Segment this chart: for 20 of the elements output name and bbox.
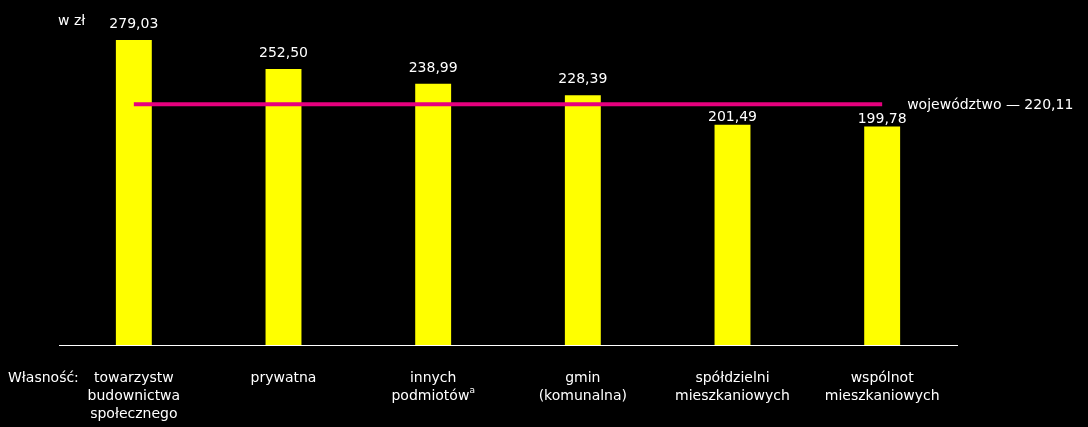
bar [415, 83, 452, 345]
x-tick-label: gmin (komunalna) [538, 369, 628, 403]
bar [714, 124, 751, 345]
ref-line-label: województwo — 220,11 [907, 96, 1074, 113]
data-label: 238,99 [408, 58, 458, 75]
y-axis-title: w zł [58, 12, 86, 28]
data-label: 201,49 [708, 107, 758, 124]
data-label: 252,50 [259, 43, 309, 60]
x-tick-label: spółdzielni mieszkaniowych [675, 369, 790, 403]
bar [265, 68, 302, 345]
x-tick-label: prywatna [250, 369, 317, 385]
x-tick-label: wspólnot mieszkaniowych [824, 369, 940, 403]
data-label: 199,78 [857, 109, 907, 126]
bar [564, 95, 601, 345]
bar [115, 39, 152, 345]
data-label: 228,39 [558, 70, 608, 87]
data-label: 279,03 [109, 14, 159, 31]
x-axis-title: Własność: [8, 369, 79, 385]
x-tick-label: towarzystw budownictwa społecznego [87, 369, 181, 421]
bar [864, 126, 901, 345]
